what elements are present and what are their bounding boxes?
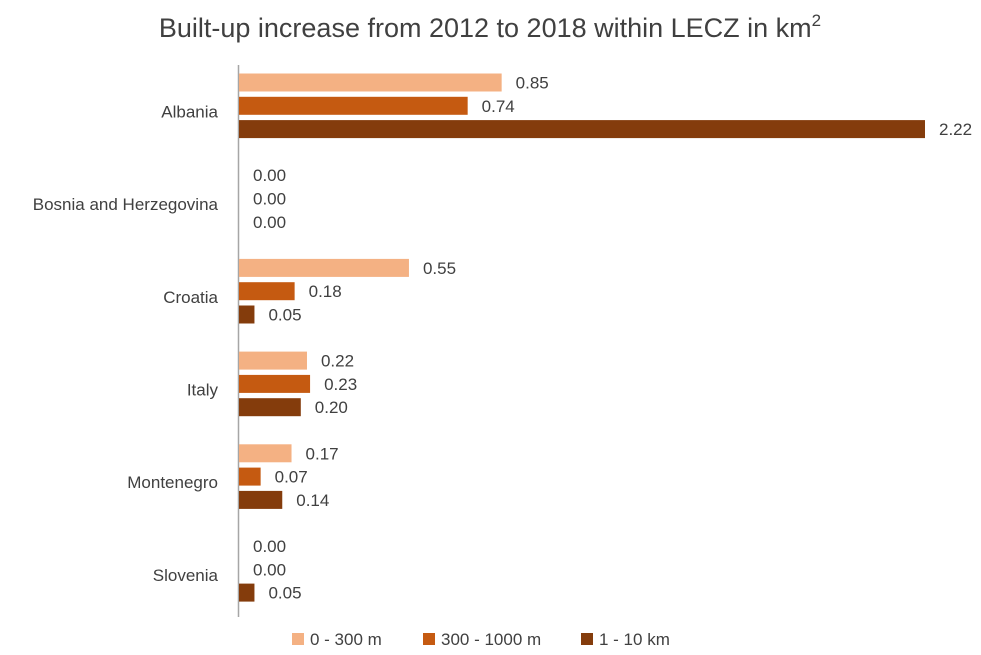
bar-italy-300-1000-m <box>239 374 311 393</box>
bar-montenegro-1-10-km <box>239 490 283 509</box>
category-label-albania: Albania <box>161 102 218 121</box>
value-label-albania-0-300-m: 0.85 <box>516 74 549 93</box>
value-label-croatia-0-300-m: 0.55 <box>423 259 456 278</box>
legend-label-0-300-m: 0 - 300 m <box>310 630 382 649</box>
category-label-italy: Italy <box>187 380 219 399</box>
chart-title: Built-up increase from 2012 to 2018 with… <box>159 11 821 43</box>
value-label-croatia-300-1000-m: 0.18 <box>309 282 342 301</box>
category-label-croatia: Croatia <box>163 288 218 307</box>
value-label-albania-300-1000-m: 0.74 <box>482 97 515 116</box>
value-label-slovenia-0-300-m: 0.00 <box>253 537 286 556</box>
value-label-montenegro-300-1000-m: 0.07 <box>275 468 308 487</box>
value-label-slovenia-1-10-km: 0.05 <box>268 584 301 603</box>
bar-albania-300-1000-m <box>239 96 468 115</box>
legend-label-300-1000-m: 300 - 1000 m <box>441 630 541 649</box>
bar-montenegro-300-1000-m <box>239 467 261 486</box>
bar-croatia-1-10-km <box>239 305 255 324</box>
labels-layer: Albania 0.850.74 2.22 Bosnia and Herzegovin… <box>33 74 972 603</box>
value-label-italy-1-10-km: 0.20 <box>315 398 348 417</box>
legend-swatch-0-300-m <box>292 633 304 645</box>
chart-title-superscript: 2 <box>812 11 821 30</box>
value-label-albania-1-10-km: 2.22 <box>939 120 972 139</box>
bars-layer <box>239 73 925 602</box>
category-label-slovenia: Slovenia <box>153 566 219 585</box>
chart-title-main: Built-up increase from 2012 to 2018 with… <box>159 13 812 43</box>
legend-swatch-1-10-km <box>581 633 593 645</box>
category-label-montenegro: Montenegro <box>127 473 218 492</box>
value-label-bosnia-and-herzegovina-0-300-m: 0.00 <box>253 166 286 185</box>
value-label-montenegro-0-300-m: 0.17 <box>306 444 339 463</box>
bar-albania-0-300-m <box>239 73 502 92</box>
category-label-bosnia-and-herzegovina: Bosnia and Herzegovina <box>33 195 219 214</box>
bar-slovenia-1-10-km <box>239 583 255 602</box>
bar-montenegro-0-300-m <box>239 444 292 463</box>
bar-italy-0-300-m <box>239 351 307 370</box>
value-label-bosnia-and-herzegovina-300-1000-m: 0.00 <box>253 190 286 209</box>
bar-croatia-300-1000-m <box>239 282 295 301</box>
bar-italy-1-10-km <box>239 398 301 417</box>
bar-albania-1-10-km <box>239 120 925 139</box>
value-label-italy-300-1000-m: 0.23 <box>324 375 357 394</box>
legend: 0 - 300 m 300 - 1000 m 1 - 10 km <box>292 630 670 649</box>
bar-croatia-0-300-m <box>239 258 409 277</box>
value-label-slovenia-300-1000-m: 0.00 <box>253 560 286 579</box>
value-label-montenegro-1-10-km: 0.14 <box>296 491 329 510</box>
value-label-bosnia-and-herzegovina-1-10-km: 0.00 <box>253 213 286 232</box>
legend-swatch-300-1000-m <box>423 633 435 645</box>
value-label-croatia-1-10-km: 0.05 <box>268 306 301 325</box>
legend-label-1-10-km: 1 - 10 km <box>599 630 670 649</box>
value-label-italy-0-300-m: 0.22 <box>321 352 354 371</box>
